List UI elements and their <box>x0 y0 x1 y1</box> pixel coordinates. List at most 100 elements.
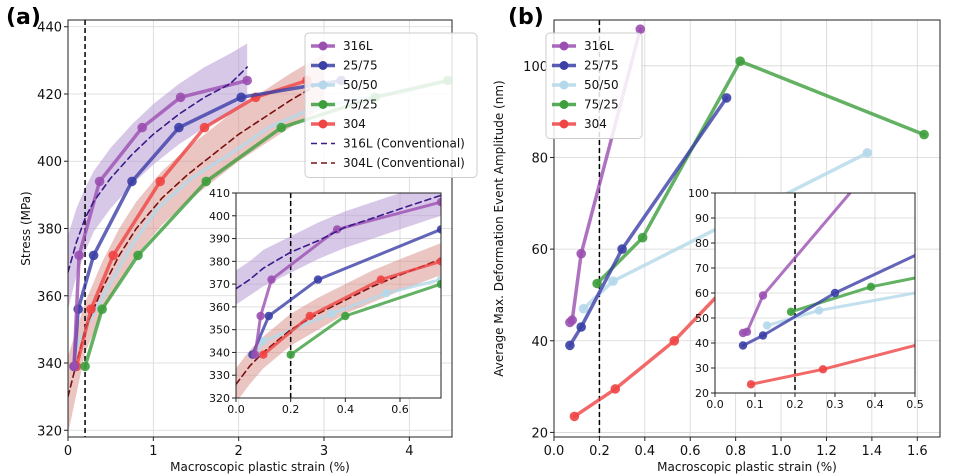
data-point-25-75 <box>236 92 246 103</box>
x-tick-label: 0.6 <box>680 444 701 459</box>
data-point-316l <box>74 250 84 261</box>
y-tick-label: 40 <box>695 337 709 350</box>
legend-box <box>304 32 478 178</box>
x-tick-label: 1.4 <box>862 444 883 459</box>
y-tick-label: 100 <box>688 187 709 200</box>
y-tick-label: 360 <box>37 290 62 305</box>
x-tick-label: 0.8 <box>725 444 746 459</box>
data-point-316l <box>256 311 265 321</box>
y-tick-label: 440 <box>37 21 62 36</box>
data-point-50-50 <box>862 148 873 158</box>
data-point-25-75 <box>174 122 184 133</box>
data-point-25-75 <box>436 225 441 234</box>
data-point-25-75 <box>576 322 586 332</box>
x-axis-label: Macroscopic plastic strain (%) <box>170 460 350 474</box>
y-tick-label: 80 <box>531 151 548 166</box>
data-point-316l <box>742 327 752 336</box>
legend-label-316l: 316L <box>343 39 373 53</box>
data-point-75-25 <box>80 361 90 372</box>
data-point-75-25 <box>637 232 648 243</box>
panel-b-label: (b) <box>508 5 544 30</box>
legend-label-75-25: 75/25 <box>584 98 619 112</box>
band-304l-conventional <box>236 243 441 398</box>
data-point-316l <box>267 275 276 284</box>
x-tick-label: 0.2 <box>282 403 300 416</box>
x-tick-label: 0.5 <box>906 398 924 411</box>
x-tick-label: 0.3 <box>826 398 844 411</box>
y-tick-label: 380 <box>209 255 230 268</box>
series-line-25-75 <box>741 254 915 347</box>
chart-b-inset: 0.0 0.1 0.2 0.3 0.4 0.5 20 30 40 50 60 70 80 90 100 <box>688 187 924 411</box>
data-point-316l <box>250 350 260 359</box>
data-point-304 <box>669 336 680 346</box>
legend-marker-50-50 <box>318 80 328 90</box>
legend-label-25-75: 25/75 <box>343 59 378 73</box>
y-tick-label: 50 <box>695 312 709 325</box>
legend-marker-75-25 <box>559 100 569 109</box>
plot-content <box>236 193 441 398</box>
data-point-304 <box>610 384 621 394</box>
data-point-50-50 <box>814 306 824 315</box>
y-tick-label: 420 <box>37 88 62 103</box>
x-tick-label: 3 <box>320 444 328 459</box>
plot-frame <box>235 192 442 399</box>
data-point-304 <box>155 176 165 187</box>
data-point-75-25 <box>786 307 796 316</box>
plot-frame <box>67 19 453 438</box>
x-tick-label: 0.2 <box>786 398 804 411</box>
data-point-50-50 <box>578 303 589 314</box>
x-tick-label: 0.0 <box>544 444 565 459</box>
y-axis-label: Stress (MPa) <box>19 191 33 265</box>
series-line-316l <box>72 78 249 369</box>
data-point-304 <box>108 250 118 261</box>
data-point-75-25 <box>201 176 211 187</box>
x-tick-label: 0 <box>64 444 72 459</box>
x-tick-label: 0.2 <box>589 444 610 459</box>
data-point-75-25 <box>286 350 295 359</box>
legend-marker-75-25 <box>318 100 328 109</box>
data-point-304 <box>818 365 828 374</box>
series-line-25-75 <box>250 227 441 357</box>
panel-a-label: (a) <box>6 5 41 30</box>
data-point-25-75 <box>738 341 748 350</box>
data-point-75-25 <box>919 129 929 140</box>
series-line-304l-conventional <box>236 258 441 386</box>
data-point-316l <box>175 92 186 103</box>
data-point-304 <box>376 275 386 284</box>
data-point-75-25 <box>866 282 876 291</box>
x-tick-label: 1.0 <box>771 444 792 459</box>
y-tick-label: 320 <box>37 424 62 439</box>
x-tick-label: 0.4 <box>337 403 355 416</box>
y-tick-label: 390 <box>209 233 230 246</box>
x-tick-label: 1 <box>149 444 157 459</box>
y-tick-label: 340 <box>37 357 62 372</box>
band-316l-conventional <box>236 193 441 305</box>
x-tick-label: 4 <box>405 444 413 459</box>
data-point-304 <box>436 257 441 266</box>
legend-label-304: 304 <box>584 117 607 131</box>
data-point-25-75 <box>264 311 273 321</box>
data-point-25-75 <box>830 288 840 298</box>
data-point-304 <box>746 380 756 389</box>
legend-marker-316l <box>318 41 328 51</box>
data-point-316l <box>69 361 79 372</box>
data-point-25-75 <box>313 275 323 284</box>
series-line-304 <box>572 270 742 419</box>
legend-marker-25-75 <box>559 61 569 70</box>
data-point-304 <box>199 122 210 133</box>
x-tick-label: 0.6 <box>391 403 409 416</box>
data-point-75-25 <box>276 122 287 133</box>
legend: 316L 25/75 50/50 75/25 304 316L (Conventional… <box>304 32 478 178</box>
y-tick-label: 400 <box>37 155 62 170</box>
data-point-75-25 <box>735 56 745 66</box>
legend-label-25-75: 25/75 <box>584 59 619 73</box>
x-axis-label: Macroscopic plastic strain (%) <box>657 460 837 474</box>
y-tick-label: 340 <box>209 346 230 359</box>
x-tick-label: 0.4 <box>634 444 655 459</box>
data-point-75-25 <box>436 279 441 289</box>
y-tick-label: 370 <box>209 278 230 291</box>
legend-marker-25-75 <box>318 61 328 70</box>
y-tick-label: 40 <box>531 335 548 350</box>
y-tick-label: 360 <box>209 301 230 314</box>
data-point-316l <box>576 248 586 259</box>
